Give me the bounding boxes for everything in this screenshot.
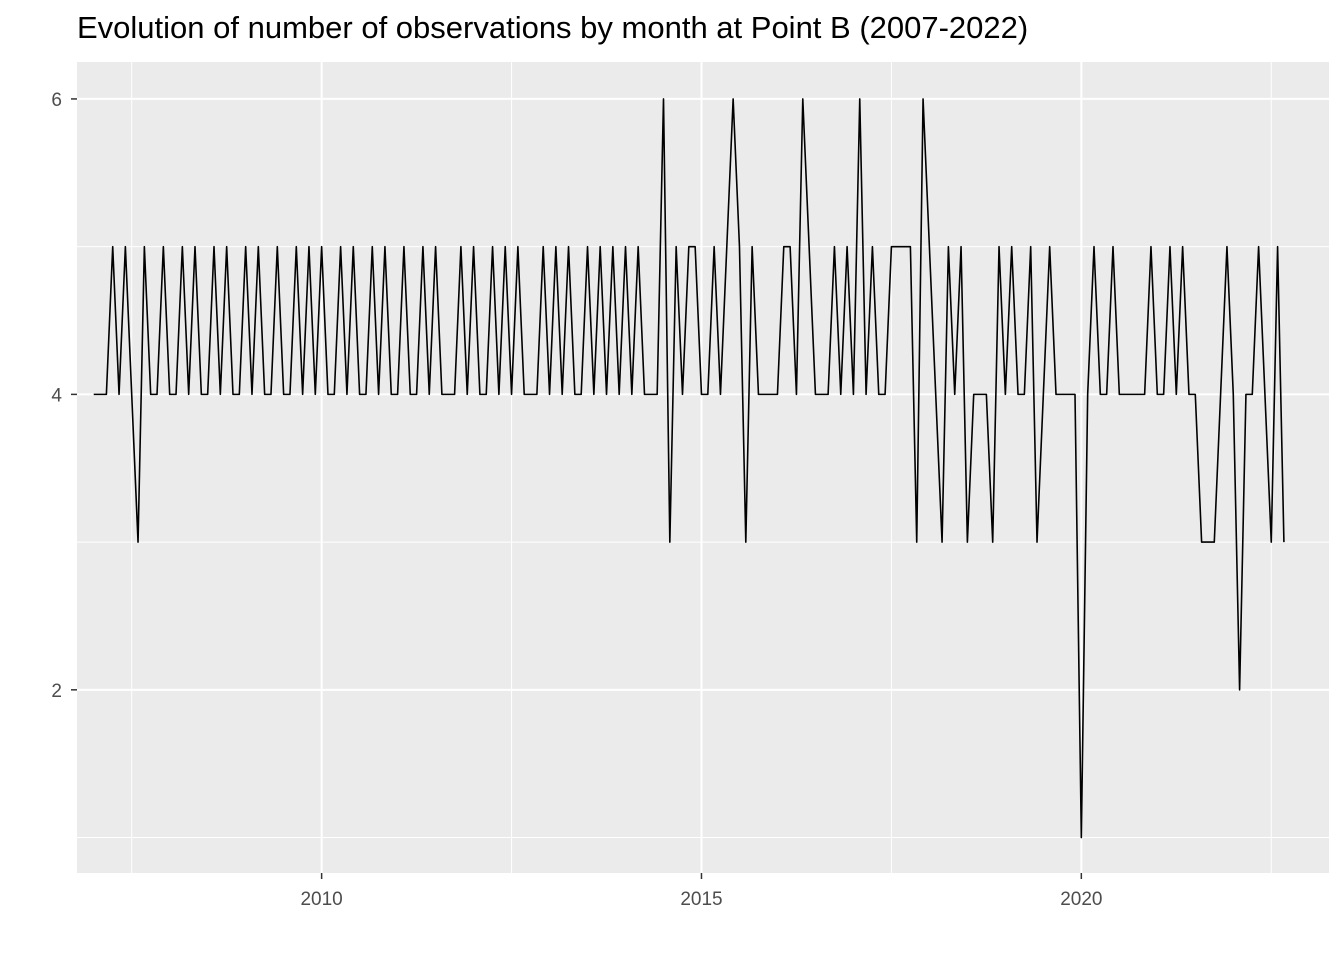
x-tick-label: 2015 — [680, 889, 722, 910]
axis-ticks — [71, 98, 1083, 879]
plot-panel — [77, 62, 1329, 873]
y-tick-label: 6 — [51, 90, 62, 111]
y-tick-label: 4 — [51, 385, 62, 406]
x-tick-label: 2020 — [1060, 889, 1102, 910]
series-line — [93, 98, 1285, 839]
minor-gridlines — [77, 62, 1329, 873]
y-tick-label: 2 — [51, 681, 62, 702]
chart-title: Evolution of number of observations by m… — [77, 10, 1029, 45]
x-axis-tick-labels: 2010 2015 2020 — [300, 889, 1102, 910]
x-tick-label: 2010 — [300, 889, 342, 910]
y-axis-tick-labels: 2 4 6 — [51, 90, 62, 702]
